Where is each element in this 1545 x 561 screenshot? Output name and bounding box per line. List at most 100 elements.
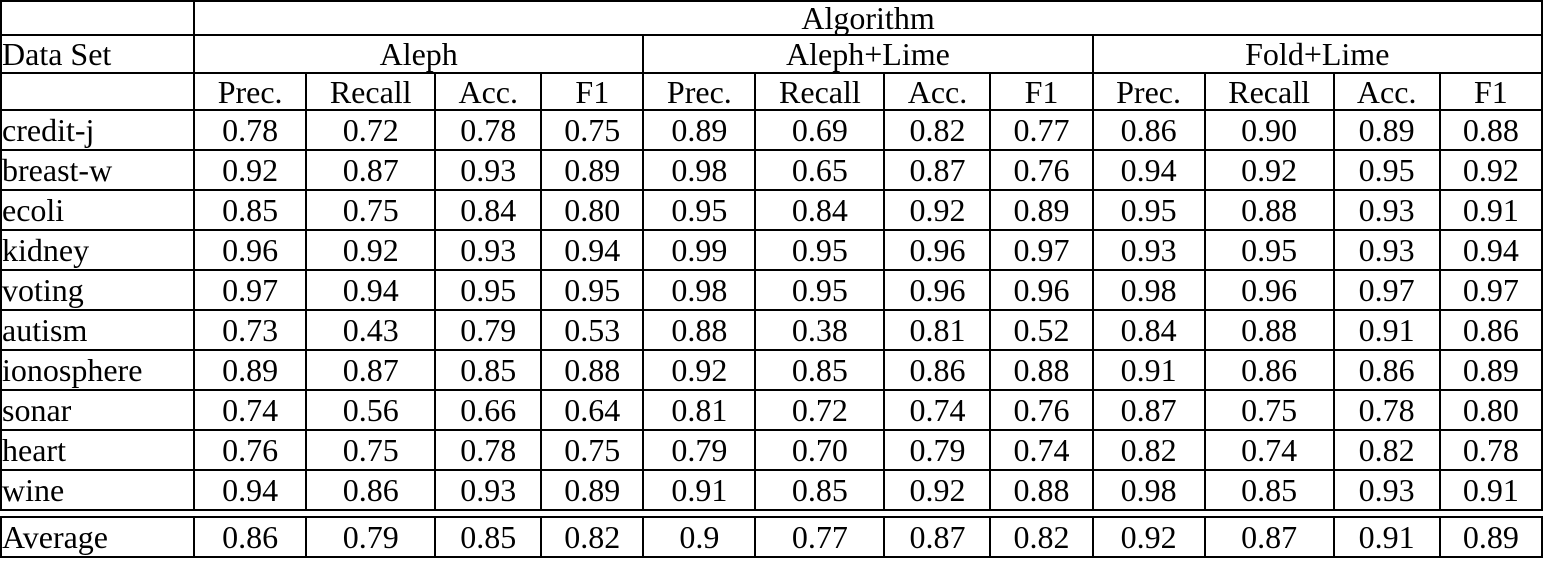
metric-value: 0.92 [883,189,992,231]
metric-value: 0.69 [754,109,886,151]
metric-value: 0.96 [883,229,992,271]
metric-value: 0.76 [989,149,1094,191]
group-header-fold-lime: Fold+Lime [1091,34,1544,74]
metric-value: 0.91 [1332,309,1441,351]
metric-value: 0.87 [883,149,992,191]
metric-value: 0.95 [1332,149,1441,191]
metric-value: 0.95 [1091,189,1206,231]
metric-value: 0.97 [989,229,1094,271]
metric-value: 0.98 [642,149,757,191]
dataset-name: ecoli [0,189,196,231]
metric-header: Prec. [193,72,308,111]
metric-value: 0.81 [883,309,992,351]
algorithm-header-row: Algorithm [0,0,1543,36]
metric-value: 0.93 [1332,469,1441,511]
gap-section [1,509,1542,518]
metric-value: 0.76 [989,389,1094,431]
metric-value: 0.96 [883,269,992,311]
metric-value: 0.75 [305,429,437,471]
metric-value: 0.88 [540,349,645,391]
metric-value: 0.78 [1332,389,1441,431]
table-row: sonar 0.74 0.56 0.66 0.64 0.81 0.72 0.74 0.76 0.8… [0,389,1544,431]
dataset-name: heart [0,429,196,471]
dataset-name: credit-j [0,109,196,151]
dataset-name: voting [0,269,196,311]
metric-value: 0.82 [540,516,645,558]
table-row: wine 0.94 0.86 0.93 0.89 0.91 0.85 0.92 0.88 0.98… [0,469,1544,511]
table-row: autism 0.73 0.43 0.79 0.53 0.88 0.38 0.81 0.52 0.… [0,309,1544,351]
metric-value: 0.88 [989,469,1094,511]
metric-value: 0.64 [540,389,645,431]
metric-value: 0.95 [434,269,543,311]
metric-value: 0.89 [540,149,645,191]
metric-value: 0.70 [754,429,886,471]
empty-header-cell [0,72,196,111]
metric-value: 0.93 [434,469,543,511]
metric-value: 0.43 [305,309,437,351]
metric-header: F1 [1438,72,1544,111]
metric-value: 0.80 [540,189,645,231]
metric-value: 0.74 [883,389,992,431]
metric-value: 0.74 [193,389,308,431]
metric-value: 0.85 [1203,469,1335,511]
table-row: heart 0.76 0.75 0.78 0.75 0.79 0.70 0.79 0.74 0.8… [0,429,1544,471]
blank-corner-cell [0,0,196,36]
metric-value: 0.94 [305,269,437,311]
metric-value: 0.75 [540,109,645,151]
metric-header: Recall [1203,72,1335,111]
dataset-name: ionosphere [0,349,196,391]
metric-value: 0.88 [1438,109,1544,151]
metric-header: F1 [989,72,1094,111]
metric-value: 0.99 [642,229,757,271]
metric-value: 0.92 [883,469,992,511]
metric-value: 0.98 [642,269,757,311]
metric-header: Recall [305,72,437,111]
metric-value: 0.78 [434,429,543,471]
metric-header-row: Prec. Recall Acc. F1 Prec. Recall Acc. F1 Prec. R… [0,72,1544,111]
metric-value: 0.94 [193,469,308,511]
table-body: credit-j 0.78 0.72 0.78 0.75 0.89 0.69 0.82 0.77… [0,109,1544,511]
metric-value: 0.87 [1091,389,1206,431]
metric-value: 0.89 [642,109,757,151]
table-row: breast-w 0.92 0.87 0.93 0.89 0.98 0.65 0.87 0.76… [0,149,1544,191]
metric-value: 0.91 [1438,469,1544,511]
metric-value: 0.78 [193,109,308,151]
metric-value: 0.85 [754,469,886,511]
metric-value: 0.91 [642,469,757,511]
metric-value: 0.82 [989,516,1094,558]
metric-value: 0.88 [989,349,1094,391]
metric-value: 0.98 [1091,269,1206,311]
dataset-name: Average [0,516,196,558]
metric-value: 0.89 [540,469,645,511]
metric-value: 0.79 [434,309,543,351]
metric-value: 0.80 [1438,389,1544,431]
table-head-section: Algorithm Data Set Aleph Aleph+Lime Fold+L… [0,0,1544,111]
metric-value: 0.97 [1332,269,1441,311]
metric-value: 0.92 [305,229,437,271]
metric-value: 0.91 [1332,516,1441,558]
metric-value: 0.72 [754,389,886,431]
metric-value: 0.87 [305,149,437,191]
metric-value: 0.87 [883,516,992,558]
metric-value: 0.75 [1203,389,1335,431]
metric-value: 0.89 [193,349,308,391]
metric-value: 0.89 [1438,516,1544,558]
metric-value: 0.91 [1438,189,1544,231]
metric-value: 0.84 [1091,309,1206,351]
metric-value: 0.92 [1203,149,1335,191]
metric-value: 0.75 [540,429,645,471]
double-rule-gap [1,509,1542,518]
metric-value: 0.92 [1091,516,1206,558]
metric-value: 0.86 [305,469,437,511]
double-rule-gap-cell [1,509,1542,518]
metric-value: 0.97 [1438,269,1544,311]
metric-value: 0.86 [883,349,992,391]
metric-value: 0.93 [434,149,543,191]
metric-value: 0.79 [305,516,437,558]
group-header-aleph: Aleph [193,34,645,74]
table-row: kidney 0.96 0.92 0.93 0.94 0.99 0.95 0.96 0.97 0.… [0,229,1544,271]
group-header-row: Data Set Aleph Aleph+Lime Fold+Lime [0,34,1544,74]
average-section: Average 0.86 0.79 0.85 0.82 0.9 0.77 0.87 0.82 0.… [0,516,1544,558]
metric-value: 0.56 [305,389,437,431]
